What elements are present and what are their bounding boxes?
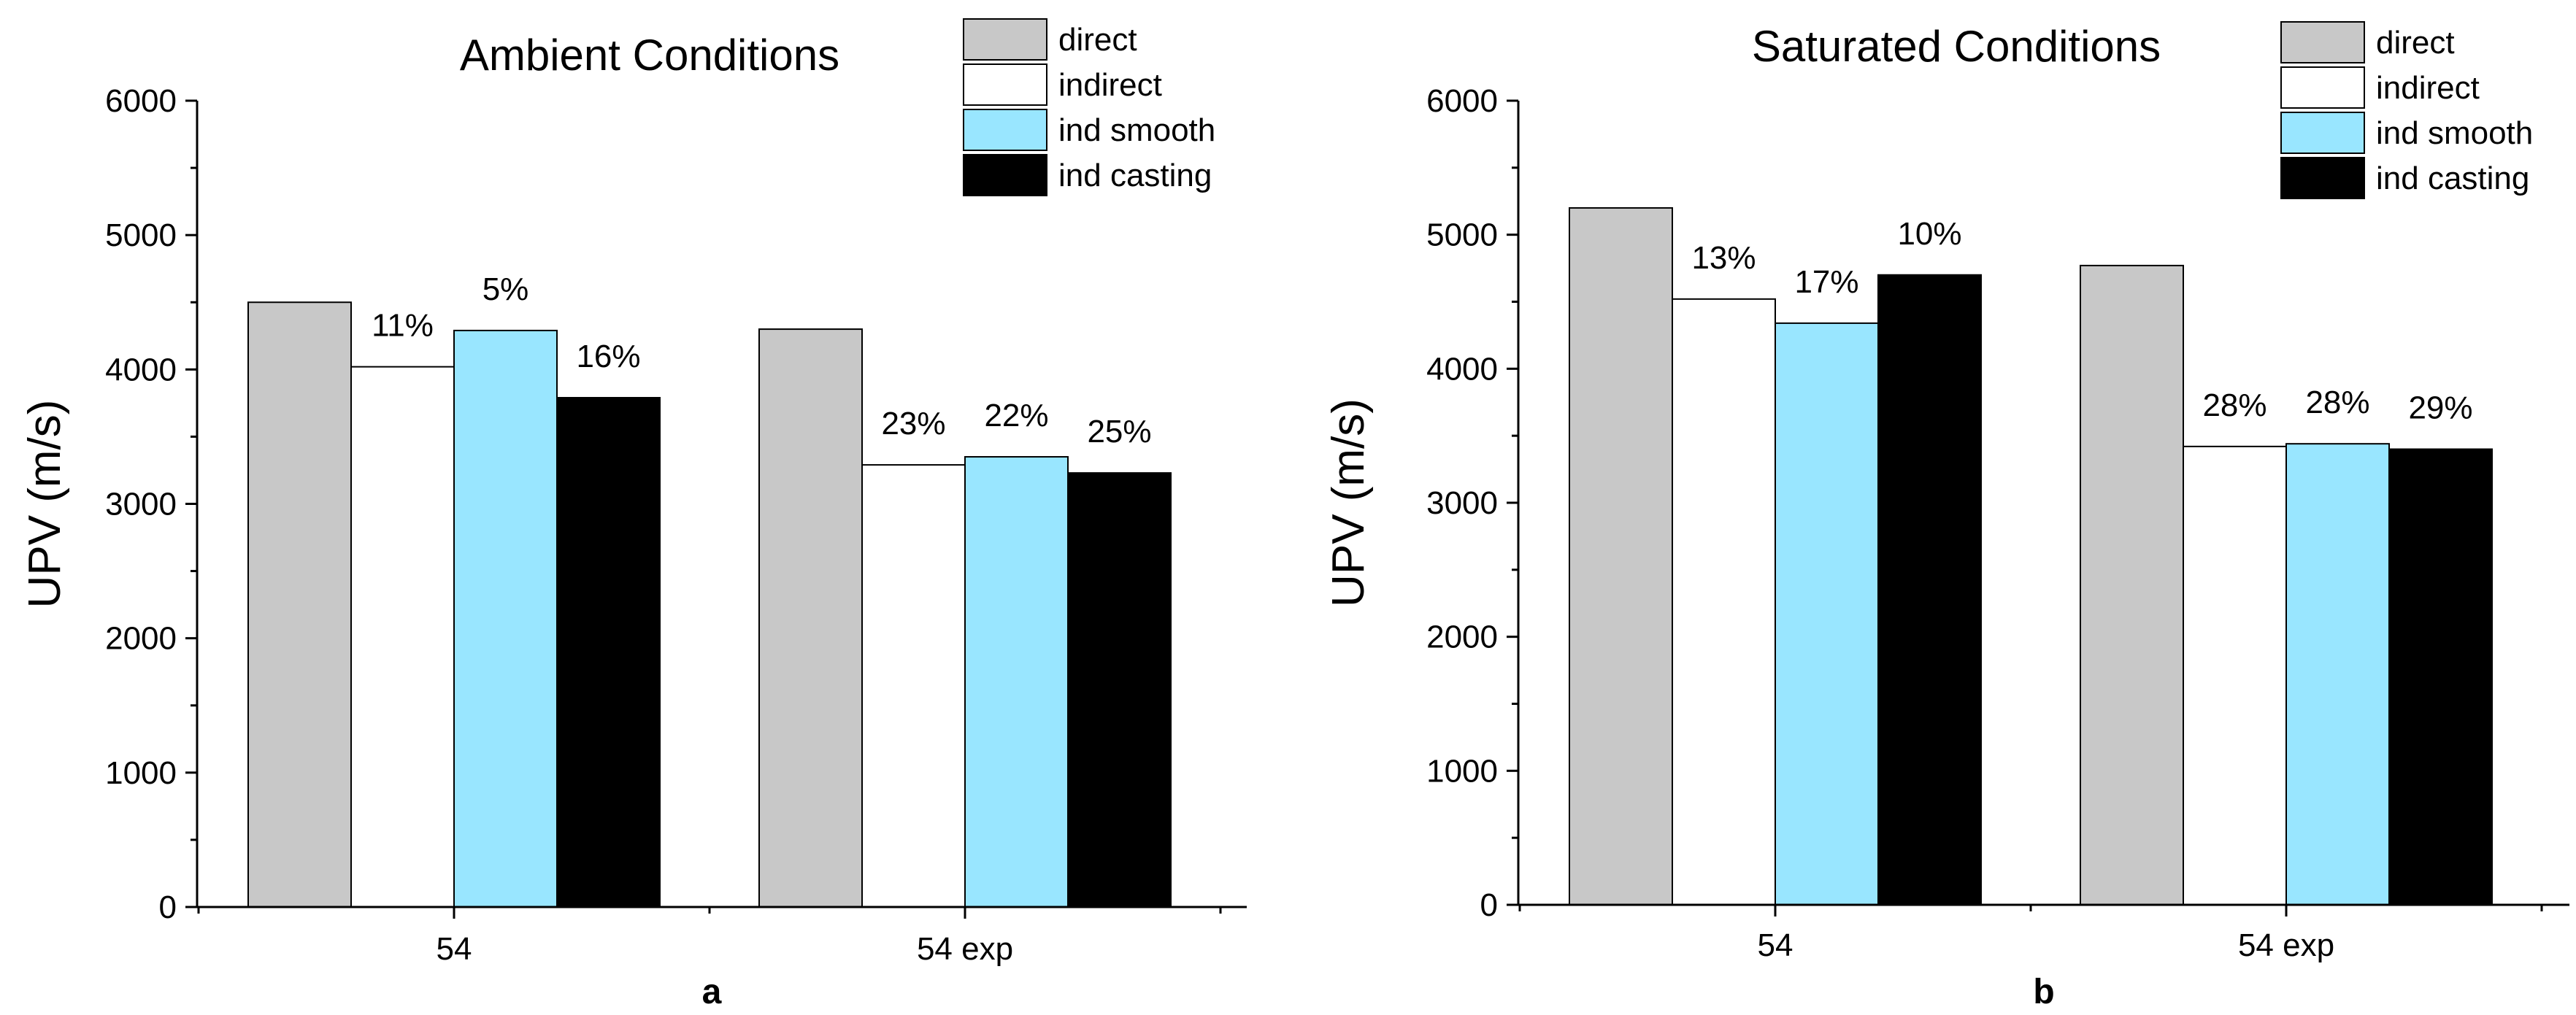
- legend-label: direct: [1058, 22, 1137, 58]
- bar-ind-smooth-54: [1775, 322, 1879, 906]
- data-label: 23%: [881, 406, 945, 441]
- y-axis-label: UPV (m/s): [1323, 398, 1374, 607]
- y-tick-label: 6000: [105, 83, 177, 119]
- y-tick-label: 5000: [105, 217, 177, 253]
- bar-indirect-54: [1672, 298, 1776, 906]
- y-tick-label: 6000: [1426, 83, 1498, 119]
- data-label: 13%: [1691, 240, 1756, 276]
- bar-ind-casting-54: [556, 397, 661, 908]
- legend-swatch-ind-casting: [963, 154, 1047, 196]
- data-label: 10%: [1897, 216, 1961, 252]
- legend-label: ind smooth: [2376, 115, 2533, 151]
- data-label: 11%: [372, 308, 434, 344]
- y-tick-label: 0: [159, 889, 177, 925]
- legend-label: ind casting: [1058, 158, 1212, 193]
- legend-swatch-indirect: [963, 63, 1047, 106]
- x-tick-label: 54 exp: [917, 931, 1013, 967]
- bar-ind-casting-54: [1877, 274, 1982, 906]
- legend-swatch-ind-casting: [2280, 157, 2365, 199]
- legend-label: indirect: [1058, 67, 1162, 103]
- panel-label: b: [2033, 973, 2054, 1011]
- chart-title: Saturated Conditions: [1752, 22, 2161, 71]
- y-tick-label: 3000: [105, 487, 177, 522]
- bar-ind-casting-54-exp: [2388, 448, 2493, 906]
- data-label: 28%: [2202, 387, 2267, 423]
- legend-swatch-direct: [963, 18, 1047, 61]
- x-tick-label: 54 exp: [2238, 927, 2334, 963]
- x-tick-label: 54: [1758, 927, 1793, 963]
- y-tick-label: 5000: [1426, 217, 1498, 253]
- legend-label: indirect: [2376, 70, 2480, 106]
- panel-label: a: [702, 973, 722, 1011]
- bar-direct-54-exp: [2080, 264, 2184, 906]
- bar-indirect-54: [350, 366, 455, 908]
- legend-swatch-indirect: [2280, 66, 2365, 109]
- x-tick-label: 54: [437, 931, 472, 967]
- bar-ind-smooth-54-exp: [2285, 443, 2390, 906]
- y-tick-label: 2000: [105, 621, 177, 657]
- bar-direct-54-exp: [758, 328, 863, 908]
- bar-ind-casting-54-exp: [1067, 472, 1172, 908]
- legend-swatch-ind-smooth: [963, 109, 1047, 151]
- bar-direct-54: [1569, 207, 1673, 906]
- bar-direct-54: [247, 301, 352, 908]
- y-tick-label: 4000: [105, 352, 177, 387]
- y-tick-label: 3000: [1426, 485, 1498, 521]
- legend-label: ind casting: [2376, 161, 2529, 196]
- y-tick-label: 1000: [105, 755, 177, 791]
- y-axis-label: UPV (m/s): [20, 400, 70, 609]
- y-tick-label: 0: [1480, 887, 1498, 923]
- legend-label: direct: [2376, 25, 2455, 61]
- data-label: 17%: [1794, 264, 1858, 300]
- data-label: 5%: [482, 271, 529, 307]
- bar-ind-smooth-54: [453, 329, 558, 908]
- y-tick-label: 4000: [1426, 351, 1498, 387]
- y-tick-label: 1000: [1426, 753, 1498, 789]
- data-label: 25%: [1087, 414, 1151, 449]
- chart-panel-a: Ambient Conditions UPV (m/s) 11% 5% 16% 54 23%…: [20, 18, 1247, 1011]
- bar-indirect-54-exp: [2183, 445, 2287, 906]
- data-label: 16%: [576, 339, 640, 374]
- chart-panel-b: Saturated Conditions UPV (m/s) 13% 17% 10% 54…: [1323, 21, 2569, 1011]
- data-label: 29%: [2408, 390, 2472, 426]
- legend-swatch-ind-smooth: [2280, 112, 2365, 154]
- chart-title: Ambient Conditions: [460, 31, 839, 80]
- data-label: 28%: [2305, 385, 2369, 420]
- data-label: 22%: [984, 398, 1048, 433]
- bar-indirect-54-exp: [861, 464, 966, 908]
- legend-swatch-direct: [2280, 21, 2365, 63]
- legend-label: ind smooth: [1058, 112, 1215, 148]
- bar-ind-smooth-54-exp: [964, 456, 1069, 908]
- y-tick-label: 2000: [1426, 620, 1498, 655]
